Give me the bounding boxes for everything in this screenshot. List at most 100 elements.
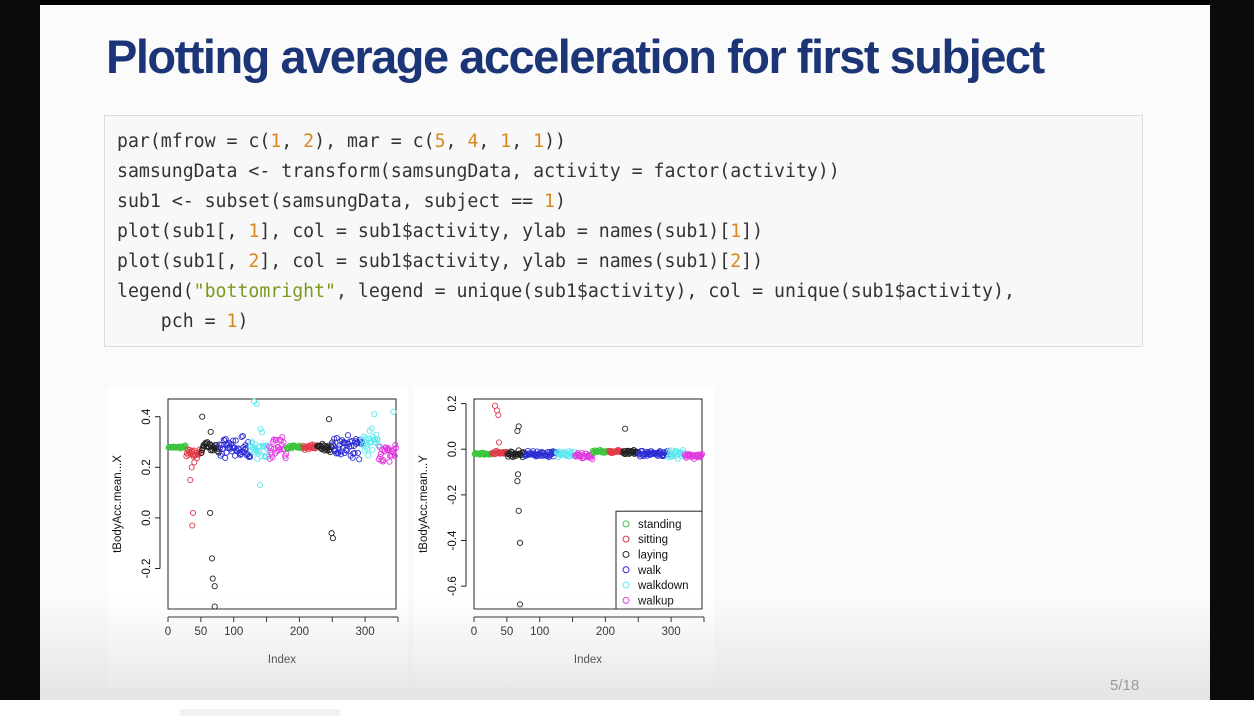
data-point <box>258 429 266 436</box>
data-point <box>386 458 393 465</box>
code-block: par(mfrow = c(1, 2), mar = c(5, 4, 1, 1)… <box>104 115 1143 347</box>
data-point <box>189 509 197 516</box>
data-point <box>229 437 237 444</box>
code-token: ) <box>555 191 566 212</box>
data-point <box>516 601 524 608</box>
data-point <box>224 441 231 448</box>
legend: standing sitting laying walk walkdown walkup <box>615 510 703 610</box>
code-token: samsungData <- transform(samsungData, ac… <box>117 161 840 182</box>
x-tick-label: 50 <box>194 626 207 638</box>
video-frame-left <box>0 0 40 716</box>
code-token: ) <box>237 311 249 332</box>
data-point <box>329 535 336 542</box>
data-point <box>351 449 358 456</box>
x-tick-label: 200 <box>290 626 309 638</box>
data-point <box>232 437 239 444</box>
legend-box <box>615 510 703 610</box>
data-point <box>249 439 256 447</box>
code-number: 1 <box>544 191 555 212</box>
code-token: plot(sub1[, <box>117 221 249 242</box>
data-point <box>390 449 397 456</box>
data-point <box>253 401 260 408</box>
code-string: "bottomright" <box>193 281 337 302</box>
data-point <box>514 478 521 485</box>
legend-entry: walk <box>637 565 661 577</box>
data-point <box>358 439 365 446</box>
code-line: legend("bottomright", legend = unique(su… <box>117 277 1142 307</box>
data-point <box>362 435 369 442</box>
legend-entry: walkdown <box>637 580 689 592</box>
data-point <box>187 476 194 484</box>
legend-marker <box>622 535 630 543</box>
data-point <box>221 437 228 444</box>
code-token: , <box>511 131 534 152</box>
code-token: ]) <box>741 251 764 272</box>
x-tick-label: 0 <box>165 626 171 638</box>
x-tick-label: 300 <box>662 626 681 638</box>
data-point <box>272 450 279 457</box>
data-point <box>495 439 503 446</box>
data-point <box>182 443 189 450</box>
code-line: plot(sub1[, 1], col = sub1$activity, yla… <box>117 217 1142 247</box>
legend-marker <box>622 520 630 528</box>
data-point <box>268 451 275 458</box>
y-tick-label: -0.6 <box>447 576 459 596</box>
scatter-plot-x: 0 50 100 200 300 Index -0.2 0.0 0.2 0.4 tBodyAcc.m… <box>108 387 408 687</box>
data-point <box>246 452 253 460</box>
code-token: , <box>445 131 468 152</box>
code-number: 1 <box>500 131 512 152</box>
data-point <box>256 481 264 489</box>
data-point <box>189 522 196 529</box>
code-number: 2 <box>303 131 315 152</box>
data-point <box>666 452 673 459</box>
legend-marker <box>622 566 630 574</box>
x-axis-label: Index <box>268 654 296 666</box>
data-point <box>371 411 378 418</box>
y-tick-label: 0.2 <box>447 396 459 412</box>
code-line: pch = 1) <box>117 307 1142 337</box>
code-token: ], col = sub1$activity, ylab = names(sub… <box>259 251 731 272</box>
x-tick-label: 200 <box>596 626 615 638</box>
code-number: 1 <box>533 131 545 152</box>
plot-frame <box>167 398 397 610</box>
data-point <box>247 453 254 460</box>
code-line: par(mfrow = c(1, 2), mar = c(5, 4, 1, 1)… <box>117 127 1142 157</box>
scatter-plot-y-svg: 0 50 100 200 300 Index -0.6 -0.4 -0.2 0.0 0.2 tBody… <box>418 396 706 666</box>
data-point <box>238 433 245 440</box>
data-point <box>270 436 277 443</box>
y-tick-label: 0.4 <box>141 408 153 425</box>
data-point <box>243 452 250 459</box>
bottom-thumbnail <box>180 709 340 716</box>
data-point <box>698 452 705 459</box>
code-token: ], col = sub1$activity, ylab = names(sub… <box>259 221 731 242</box>
data-point <box>333 435 340 442</box>
code-line: sub1 <- subset(samsungData, subject == 1… <box>117 187 1142 217</box>
data-point <box>698 450 706 458</box>
code-token: legend( <box>117 281 194 302</box>
y-tick-label: -0.2 <box>141 559 153 579</box>
data-point <box>222 436 229 443</box>
data-point <box>268 445 275 452</box>
data-point <box>191 459 198 466</box>
data-point <box>365 452 372 459</box>
data-point <box>495 411 502 419</box>
data-point <box>375 442 382 449</box>
data-point <box>391 452 398 459</box>
data-point <box>273 437 280 444</box>
x-tick-label: 100 <box>224 626 243 638</box>
data-point <box>186 446 193 454</box>
data-point <box>589 456 596 463</box>
code-token: , <box>281 131 304 152</box>
data-point <box>211 583 218 590</box>
data-point <box>377 453 384 460</box>
data-point <box>282 455 289 462</box>
code-token: )) <box>544 131 567 152</box>
code-token: ]) <box>741 221 764 242</box>
data-point <box>331 435 338 442</box>
data-point <box>207 428 214 435</box>
legend-entry: sitting <box>638 534 668 546</box>
code-line: samsungData <- transform(samsungData, ac… <box>117 157 1142 187</box>
x-tick-label: 300 <box>356 626 375 638</box>
data-point <box>369 447 376 454</box>
code-token: sub1 <- subset(samsungData, subject == <box>117 191 545 212</box>
